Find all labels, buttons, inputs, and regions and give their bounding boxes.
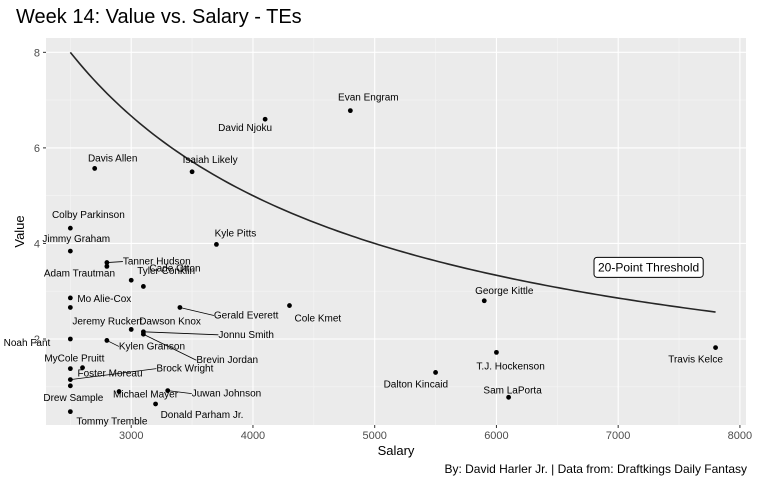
threshold-annotation-label: 20-Point Threshold bbox=[598, 260, 699, 274]
chart-title: Week 14: Value vs. Salary - TEs bbox=[16, 6, 302, 28]
data-point bbox=[80, 365, 85, 371]
x-tick-label: 8000 bbox=[728, 430, 752, 442]
data-points bbox=[67, 108, 718, 415]
data-point bbox=[214, 242, 219, 247]
point-label: Gerald Everett bbox=[214, 310, 279, 321]
data-point bbox=[262, 116, 268, 122]
leader-line bbox=[167, 390, 192, 394]
data-point bbox=[67, 336, 73, 342]
data-point bbox=[67, 225, 73, 231]
data-point bbox=[67, 409, 73, 415]
point-label: Isaiah Likely bbox=[183, 155, 238, 166]
data-point bbox=[140, 331, 146, 337]
point-label: David Njoku bbox=[218, 123, 272, 134]
point-label: Kylen Granson bbox=[119, 341, 185, 352]
point-label: Drew Sample bbox=[43, 393, 103, 404]
point-label: Jimmy Graham bbox=[42, 234, 110, 245]
data-point bbox=[104, 338, 110, 343]
data-point bbox=[67, 248, 73, 254]
x-tick-label: 4000 bbox=[241, 430, 265, 442]
major-gridlines bbox=[46, 38, 746, 425]
data-point bbox=[177, 305, 183, 310]
data-point bbox=[347, 108, 353, 114]
data-point bbox=[494, 349, 499, 355]
point-label: T.J. Hockenson bbox=[476, 361, 544, 372]
point-label: George Kittle bbox=[475, 286, 534, 297]
leader-line bbox=[179, 307, 215, 316]
point-label: Jeremy Ruckert bbox=[72, 316, 142, 327]
minor-gridlines bbox=[46, 38, 746, 425]
point-label: Tanner Hudson bbox=[123, 257, 191, 268]
data-point bbox=[481, 298, 487, 304]
point-label: Tyler Conklin bbox=[137, 266, 195, 277]
label-leader-lines bbox=[70, 261, 219, 394]
data-point bbox=[128, 277, 134, 283]
y-tick-label: 4 bbox=[34, 238, 40, 250]
data-point bbox=[433, 370, 438, 375]
data-point bbox=[506, 394, 512, 400]
plot-panel bbox=[46, 38, 746, 425]
point-label: Evan Engram bbox=[338, 93, 399, 104]
point-label: Tommy Tremble bbox=[76, 417, 148, 428]
point-labels: Evan Engram David Njoku Davis Allen Isaiah … bbox=[4, 93, 724, 428]
point-label: Noah Fant bbox=[4, 338, 51, 349]
x-tick-label: 7000 bbox=[606, 430, 630, 442]
data-point bbox=[67, 366, 73, 372]
y-tick-label: 8 bbox=[34, 47, 40, 59]
data-point bbox=[116, 389, 122, 394]
data-point bbox=[140, 284, 146, 289]
x-axis-ticks: 3000 4000 5000 6000 7000 8000 bbox=[119, 425, 752, 442]
point-label: Colby Parkinson bbox=[52, 210, 125, 221]
point-label: Davis Allen bbox=[88, 153, 137, 164]
leader-line bbox=[143, 333, 197, 361]
point-label: Dalton Kincaid bbox=[384, 379, 448, 390]
x-axis-title: Salary bbox=[378, 443, 415, 458]
data-point bbox=[165, 388, 171, 393]
point-label: MyCole Pruitt bbox=[44, 354, 104, 365]
y-axis-ticks: 2 4 6 8 bbox=[34, 47, 46, 346]
point-label: Adam Trautman bbox=[44, 268, 115, 279]
x-tick-label: 5000 bbox=[362, 430, 386, 442]
point-label: Juwan Johnson bbox=[192, 389, 262, 400]
point-label: Travis Kelce bbox=[668, 355, 723, 366]
data-point bbox=[287, 303, 292, 308]
threshold-annotation-box bbox=[593, 256, 704, 278]
y-tick-label: 6 bbox=[34, 143, 40, 155]
data-point bbox=[153, 401, 158, 407]
data-point bbox=[713, 345, 718, 350]
leader-line bbox=[70, 368, 157, 381]
point-label: Cole Kmet bbox=[294, 314, 341, 325]
data-point bbox=[67, 383, 73, 389]
point-label: Donald Parham Jr. bbox=[161, 410, 244, 421]
y-axis-title: Value bbox=[12, 215, 27, 247]
data-point bbox=[189, 169, 195, 175]
leader-line bbox=[106, 261, 123, 263]
threshold-annotation: 20-Point Threshold bbox=[593, 256, 704, 278]
threshold-curve bbox=[69, 51, 716, 313]
point-label: Brevin Jordan bbox=[196, 355, 258, 366]
point-label: Mo Alie-Cox bbox=[77, 294, 131, 305]
point-label: Sam LaPorta bbox=[483, 385, 542, 396]
point-label: Brock Wright bbox=[156, 364, 213, 375]
point-label: Kyle Pitts bbox=[215, 228, 257, 239]
data-point bbox=[128, 327, 134, 332]
data-point bbox=[104, 263, 110, 269]
point-label: Michael Mayer bbox=[113, 390, 179, 401]
leader-line bbox=[143, 331, 219, 336]
chart-caption: By: David Harler Jr. | Data from: Draftk… bbox=[444, 462, 747, 476]
data-point bbox=[67, 295, 73, 301]
point-label: Foster Moreau bbox=[78, 369, 143, 380]
point-label: Dawson Knox bbox=[139, 316, 201, 327]
x-tick-label: 6000 bbox=[484, 430, 508, 442]
data-point bbox=[67, 377, 73, 383]
point-label: Jonnu Smith bbox=[218, 330, 274, 341]
y-tick-label: 2 bbox=[34, 334, 40, 346]
data-point bbox=[67, 305, 73, 310]
data-point bbox=[104, 260, 110, 265]
x-tick-label: 3000 bbox=[119, 430, 143, 442]
point-label: Cade Otton bbox=[149, 263, 200, 274]
data-point bbox=[92, 166, 98, 171]
